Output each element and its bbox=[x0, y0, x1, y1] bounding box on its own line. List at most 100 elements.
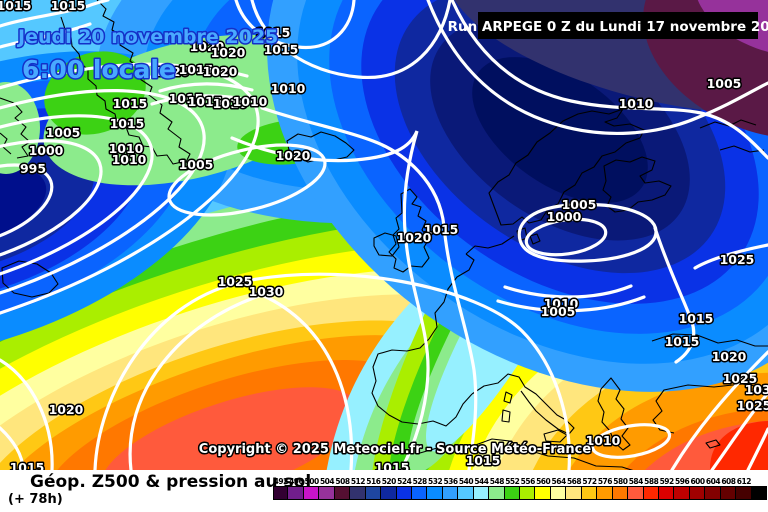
scale-value: 548 bbox=[489, 477, 505, 486]
scale-value: 532 bbox=[428, 477, 443, 486]
scale-swatch bbox=[550, 486, 567, 500]
coast-uk bbox=[388, 188, 430, 273]
scale-swatch bbox=[597, 486, 613, 500]
scale-cell: 580 bbox=[612, 477, 629, 500]
scale-swatch bbox=[720, 486, 737, 500]
valid-date-label: Jeudi 20 novembre 2025 bbox=[16, 26, 278, 48]
scale-swatch bbox=[350, 486, 366, 500]
pressure-label: 1025 bbox=[720, 252, 755, 267]
scale-swatch bbox=[427, 486, 443, 500]
scale-cell: 568 bbox=[566, 477, 582, 500]
scale-value bbox=[752, 477, 767, 486]
scale-cell bbox=[751, 477, 767, 500]
coast-greenland-east bbox=[96, 0, 197, 168]
pressure-label: 1030 bbox=[745, 382, 768, 397]
scale-swatch bbox=[458, 486, 474, 500]
coast-canada bbox=[0, 97, 31, 159]
scale-swatch bbox=[381, 486, 397, 500]
scale-swatch bbox=[504, 486, 520, 500]
pressure-label: 1020 bbox=[155, 64, 190, 79]
pressure-label: 1015 bbox=[51, 0, 86, 13]
scale-value: 600 bbox=[690, 477, 705, 486]
scale-swatch bbox=[288, 486, 304, 500]
scale-value: 556 bbox=[520, 477, 536, 486]
scale-value: 604 bbox=[705, 477, 721, 486]
scale-swatch bbox=[396, 486, 412, 500]
scale-swatch bbox=[736, 486, 752, 500]
scale-swatch bbox=[612, 486, 629, 500]
coast-sicily bbox=[543, 429, 568, 443]
pressure-label: 1000 bbox=[29, 143, 64, 158]
scale-cell: 508 bbox=[334, 477, 351, 500]
scale-value: 512 bbox=[350, 477, 366, 486]
pressure-label: 1010 bbox=[233, 94, 268, 109]
pressure-label: 1010 bbox=[586, 433, 621, 448]
scale-swatch bbox=[365, 486, 382, 500]
scale-swatch bbox=[689, 486, 706, 500]
scale-cell: 592 bbox=[658, 477, 675, 500]
pressure-label: 1015 bbox=[679, 311, 714, 326]
scale-value: 508 bbox=[335, 477, 350, 486]
coast-cyprus bbox=[705, 439, 721, 449]
scale-cell: 584 bbox=[628, 477, 644, 500]
run-info-box: Run ARPEGE 0 Z du Lundi 17 novembre 2025 bbox=[448, 12, 768, 39]
pressure-label: 1015 bbox=[665, 334, 700, 349]
pressure-label: 1005 bbox=[562, 197, 597, 212]
scale-swatch bbox=[411, 486, 428, 500]
pressure-label: 1010 bbox=[544, 296, 579, 311]
scale-value: 584 bbox=[628, 477, 644, 486]
pressure-label: 1015 bbox=[264, 42, 299, 57]
scale-cell: 504 bbox=[319, 477, 335, 500]
coastlines bbox=[0, 0, 768, 470]
scale-swatch bbox=[705, 486, 721, 500]
scale-value: 588 bbox=[644, 477, 659, 486]
legend-forecast-hour: (+ 78h) bbox=[8, 492, 63, 507]
scale-cell: 520 bbox=[381, 477, 397, 500]
scale-cell: 588 bbox=[643, 477, 659, 500]
pressure-label: 1020 bbox=[49, 402, 84, 417]
scale-cell: 536 bbox=[442, 477, 459, 500]
scale-value: 596 bbox=[675, 477, 690, 486]
pressure-label: 1025 bbox=[737, 398, 768, 413]
scale-swatch bbox=[473, 486, 490, 500]
pressure-label: 1005 bbox=[46, 125, 81, 140]
pressure-label: 1005 bbox=[541, 304, 576, 319]
coast-blacksea bbox=[651, 333, 768, 347]
scale-cell: 532 bbox=[427, 477, 443, 500]
scale-cell: 548 bbox=[489, 477, 505, 500]
coast-balkans-greece bbox=[597, 377, 631, 451]
scale-swatch bbox=[581, 486, 598, 500]
pressure-label: 1015 bbox=[466, 453, 501, 468]
scale-cell: 612 bbox=[736, 477, 752, 500]
scale-cell: 596 bbox=[674, 477, 690, 500]
scale-value: 536 bbox=[443, 477, 458, 486]
pressure-label: 1015 bbox=[110, 116, 145, 131]
scale-swatch bbox=[751, 486, 767, 500]
pressure-label: 1015 bbox=[188, 94, 223, 109]
scale-cell: 496 bbox=[288, 477, 304, 500]
run-info-text: Run ARPEGE 0 Z du Lundi 17 novembre 2025 bbox=[448, 19, 768, 35]
scale-cell: 572 bbox=[581, 477, 598, 500]
coast-kola bbox=[699, 119, 765, 153]
scale-cell: 556 bbox=[520, 477, 536, 500]
coast-corsica-sardinia bbox=[501, 391, 513, 423]
pressure-label: 1010 bbox=[109, 141, 144, 156]
scale-value: 540 bbox=[458, 477, 474, 486]
scale-swatch bbox=[442, 486, 459, 500]
weather-map: 1015 101510201020101510151020101510201015… bbox=[0, 0, 768, 470]
scale-swatch bbox=[520, 486, 536, 500]
pressure-label: 1020 bbox=[190, 39, 225, 54]
scale-swatch bbox=[566, 486, 582, 500]
pressure-label: 1000 bbox=[547, 209, 582, 224]
scale-swatch bbox=[273, 486, 289, 500]
scale-cell: 524 bbox=[396, 477, 412, 500]
scale-swatch bbox=[535, 486, 551, 500]
isobars bbox=[0, 0, 768, 470]
scale-value: 492 bbox=[273, 477, 289, 486]
pressure-label: 1015 bbox=[0, 0, 31, 13]
scale-swatch bbox=[628, 486, 644, 500]
pressure-label: 1010 bbox=[112, 152, 147, 167]
scale-swatch bbox=[319, 486, 335, 500]
scale-value: 544 bbox=[474, 477, 489, 486]
